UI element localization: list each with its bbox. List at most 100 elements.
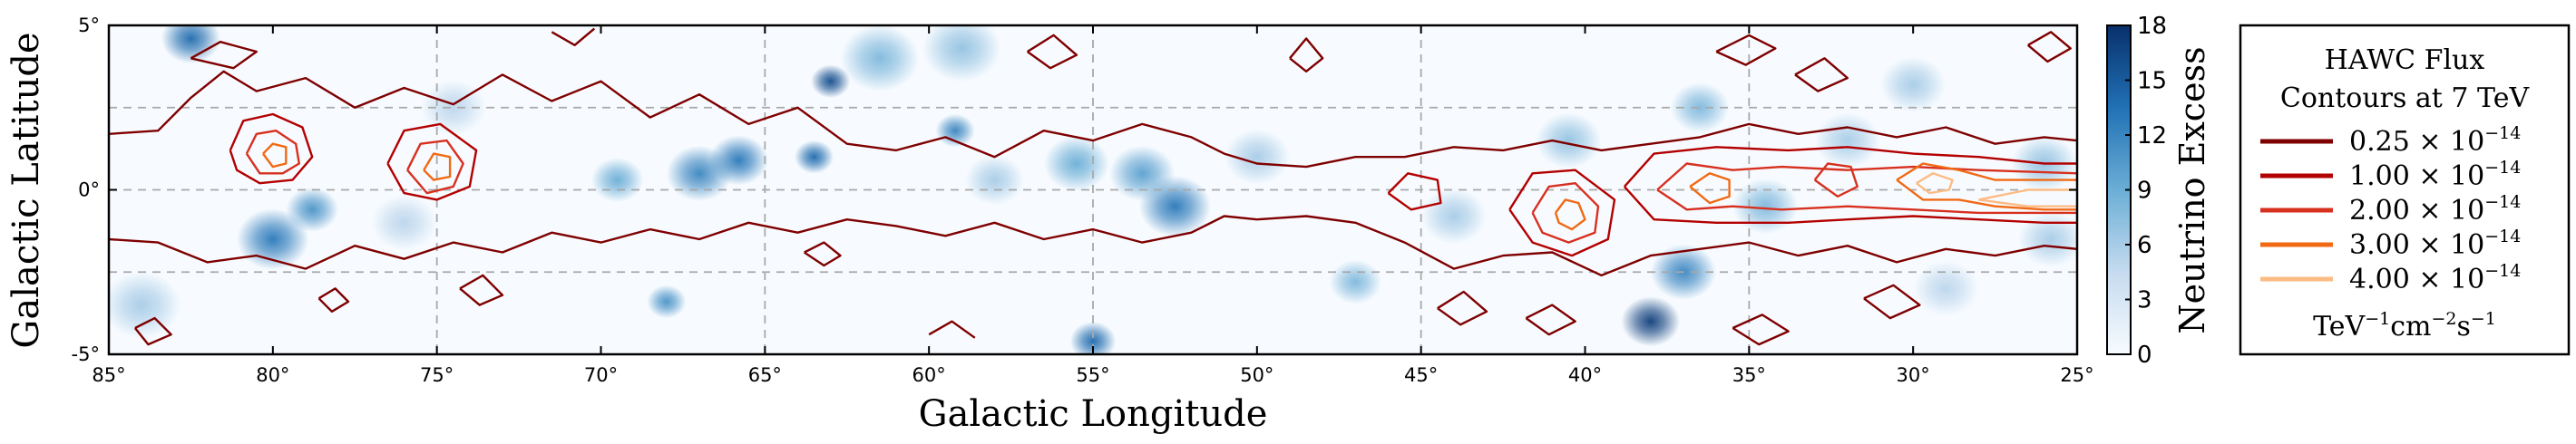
units-tev-exponent: −1 xyxy=(2365,309,2390,329)
y-axis-ticks: 5° 0° -5° xyxy=(72,14,2077,365)
legend-units: TeV−1cm−2s−1 xyxy=(2313,309,2496,343)
flux-contour-1 xyxy=(386,122,478,201)
flux-contour-0.25 xyxy=(317,287,350,313)
flux-contour-0.25 xyxy=(1525,304,1576,336)
flux-contour-1 xyxy=(1387,172,1442,211)
legend-entry-value: 0.25 xyxy=(2349,126,2418,158)
legend-entry-exponent: −14 xyxy=(2484,158,2521,178)
heat-blob xyxy=(1913,260,1979,317)
legend-title-line2: Contours at 7 TeV xyxy=(2280,82,2531,114)
x-axis-ticks: 85° 80° 75° 70° 65° 60° 55° 50° 45° 40° 35° 30° 25° xyxy=(92,25,2094,386)
flux-contour-2 xyxy=(1531,182,1600,244)
heatmap-plot-area: 85° 80° 75° 70° 65° 60° 55° 50° 45° 40° 35° 30° 25° … xyxy=(72,14,2094,386)
legend-entry-multiplier: × 10 xyxy=(2418,126,2484,158)
heat-blob xyxy=(237,208,309,270)
x-tick-label: 60° xyxy=(912,364,946,386)
y-tick-label: 0° xyxy=(78,179,100,201)
heat-blob xyxy=(1109,145,1176,202)
flux-contour-0.25 xyxy=(1863,284,1921,320)
flux-contour-4 xyxy=(1916,172,1954,195)
legend: HAWC Flux Contours at 7 TeV 0.25 × 10−14… xyxy=(2239,24,2571,356)
neutrino-excess-heatmap xyxy=(109,25,2077,354)
x-tick-label: 55° xyxy=(1076,364,1109,386)
legend-entries: 0.25 × 10−141.00 × 10−142.00 × 10−143.00… xyxy=(2260,123,2521,295)
legend-entry-value: 1.00 xyxy=(2349,160,2418,192)
x-tick-label: 75° xyxy=(420,364,454,386)
flux-contour-0.25 xyxy=(551,27,596,46)
flux-contour-3 xyxy=(262,142,288,169)
legend-entry-value: 3.00 xyxy=(2349,229,2418,261)
colorbar-tick-label: 18 xyxy=(2137,13,2167,40)
units-tev: TeV xyxy=(2313,311,2366,343)
heat-blob xyxy=(964,154,1025,206)
legend-entry-multiplier: × 10 xyxy=(2418,160,2484,192)
legend-box xyxy=(2239,24,2571,356)
flux-contour-1 xyxy=(1624,146,2077,188)
heat-blob xyxy=(1043,135,1110,192)
legend-entry-exponent: −14 xyxy=(2484,227,2521,246)
legend-entry-label: 4.00 × 10−14 xyxy=(2349,261,2521,295)
flux-contour-3 xyxy=(1554,198,1586,231)
heat-blob xyxy=(371,195,437,251)
heat-blob xyxy=(2017,211,2077,267)
units-s-exponent: −1 xyxy=(2471,309,2496,329)
heat-blob xyxy=(286,187,339,232)
heat-blob xyxy=(1880,56,1947,113)
x-tick-label: 50° xyxy=(1240,364,1273,386)
flux-contour-0.25 xyxy=(190,41,258,70)
heat-blob xyxy=(647,285,687,319)
heat-blob xyxy=(1814,112,1880,169)
y-tick-label: 5° xyxy=(78,14,100,36)
heat-blob xyxy=(1670,82,1730,133)
heat-blob xyxy=(794,140,834,174)
legend-entry-exponent: −14 xyxy=(2484,261,2521,281)
legend-entry-exponent: −14 xyxy=(2484,192,2521,212)
colorbar-tick-label: 9 xyxy=(2137,178,2152,205)
y-axis-title: Galactic Latitude xyxy=(5,32,47,348)
legend-entry-multiplier: × 10 xyxy=(2418,195,2484,227)
flux-contour-4 xyxy=(1978,198,2077,208)
flux-contour-3 xyxy=(1896,179,2077,211)
flux-contour-0.25 xyxy=(133,316,172,346)
heat-blob xyxy=(922,25,1001,82)
colorbar-label: Neutrino Excess xyxy=(2172,46,2212,333)
heat-blob xyxy=(935,113,975,148)
flux-contour-0.25 xyxy=(1437,290,1488,326)
colorbar-tick-label: 12 xyxy=(2137,122,2167,150)
flux-contour-2 xyxy=(1656,188,2077,215)
heat-blob xyxy=(109,271,181,339)
x-tick-label: 30° xyxy=(1897,364,1930,386)
flux-contour-2 xyxy=(406,139,464,195)
x-tick-label: 65° xyxy=(748,364,782,386)
legend-entry-label: 2.00 × 10−14 xyxy=(2349,192,2521,227)
colorbar: 0 3 6 9 12 15 18 Neutrino Excess xyxy=(2106,13,2212,369)
heat-blob xyxy=(1420,188,1488,245)
colorbar-ticks: 0 3 6 9 12 15 18 xyxy=(2125,13,2167,369)
colorbar-tick-label: 0 xyxy=(2137,342,2152,369)
units-s: s xyxy=(2456,311,2470,343)
hawc-flux-contours xyxy=(109,27,2077,346)
colorbar-tick-label: 15 xyxy=(2137,68,2167,95)
flux-contour-0.25 xyxy=(1794,57,1849,92)
heat-blob xyxy=(840,25,920,92)
flux-contour-4 xyxy=(1978,188,2077,201)
x-tick-label: 80° xyxy=(256,364,289,386)
colorbar-tick-label: 6 xyxy=(2137,232,2152,259)
x-tick-label: 40° xyxy=(1568,364,1602,386)
flux-contour-2 xyxy=(1813,162,1859,198)
units-cm-exponent: −2 xyxy=(2431,309,2456,329)
legend-entry-multiplier: × 10 xyxy=(2418,229,2484,261)
legend-entry-multiplier: × 10 xyxy=(2418,264,2484,295)
heat-blob xyxy=(1536,112,1602,169)
flux-contour-1 xyxy=(1508,169,1616,257)
legend-entry-exponent: −14 xyxy=(2484,123,2521,143)
legend-entry-label: 1.00 × 10−14 xyxy=(2349,158,2521,192)
x-tick-label: 85° xyxy=(92,364,125,386)
flux-contour-3 xyxy=(1689,172,1731,205)
flux-contour-1 xyxy=(229,112,314,185)
flux-contour-2 xyxy=(1656,162,2077,191)
y-tick-label: -5° xyxy=(72,343,100,365)
flux-contour-1 xyxy=(1624,186,2077,224)
flux-contour-0.25 xyxy=(1732,314,1790,346)
